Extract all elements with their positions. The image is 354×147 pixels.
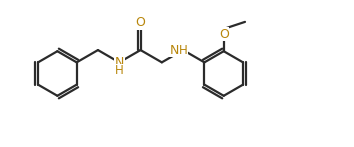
Text: H: H xyxy=(115,64,124,77)
Text: N: N xyxy=(170,44,179,57)
Text: N: N xyxy=(115,56,124,69)
Text: H: H xyxy=(179,44,188,57)
Text: O: O xyxy=(219,28,229,41)
Text: O: O xyxy=(136,16,145,29)
